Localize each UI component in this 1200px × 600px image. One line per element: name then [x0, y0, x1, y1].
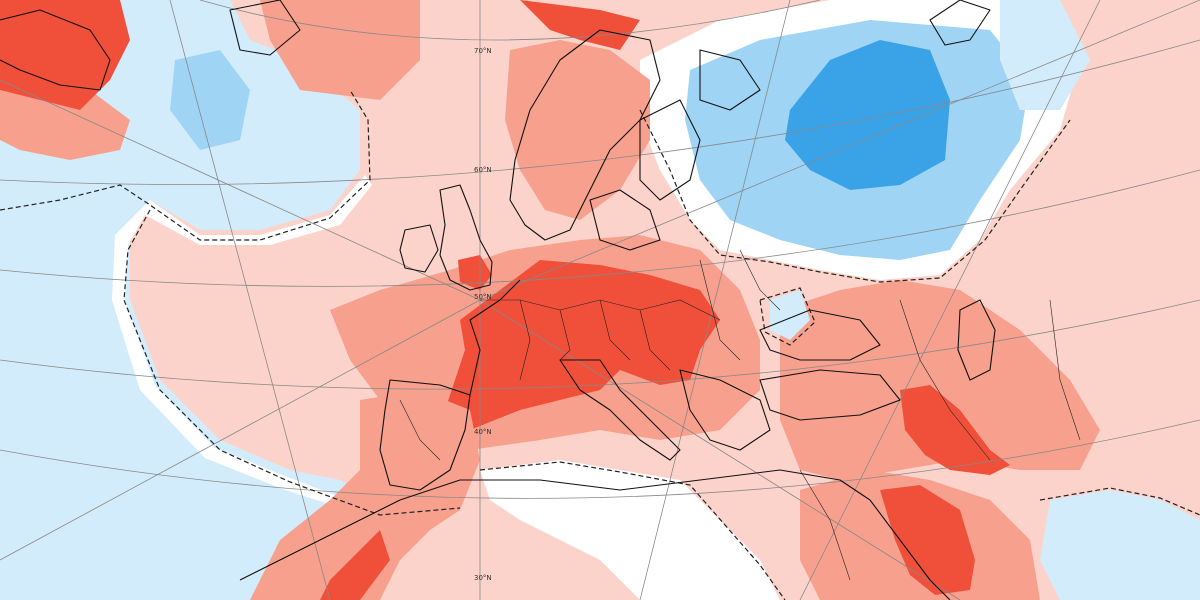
coastlines	[0, 0, 996, 600]
coast-britain	[439, 184, 493, 291]
lat-label-50: 50°N	[474, 293, 492, 301]
warm-greenland-east	[260, 0, 420, 100]
strong-warm-greenland	[0, 0, 130, 110]
warm-region-scandinavia	[505, 40, 650, 220]
coast-turkey	[759, 369, 901, 421]
latitude-labels: 70°N 60°N 50°N 40°N 30°N	[474, 47, 492, 582]
strong-cool-region-russia	[785, 40, 950, 190]
neutral-region-mediterranean	[480, 460, 780, 600]
coast-france	[469, 279, 521, 396]
coast-scandinavia	[509, 29, 661, 241]
coast-white-sea	[699, 49, 761, 111]
coast-greenland	[0, 9, 111, 91]
lat-label-70: 70°N	[474, 47, 492, 55]
coast-ireland	[399, 224, 439, 273]
strong-warm-region-iraq	[900, 385, 1010, 475]
strong-warm-region-egypt	[880, 485, 975, 595]
coast-black-sea	[759, 309, 881, 361]
anomaly-zero-contour	[0, 89, 1200, 600]
lat-label-40: 40°N	[474, 428, 492, 436]
coast-novaya-zemlya	[929, 0, 991, 46]
strong-warm-region-central-europe	[445, 260, 720, 430]
lat-label-60: 60°N	[474, 166, 492, 174]
lat-label-30: 30°N	[474, 574, 492, 582]
coast-iceland	[229, 0, 301, 56]
coast-balkans	[679, 369, 771, 451]
coast-baltic	[589, 189, 661, 251]
coast-italy	[559, 359, 681, 461]
coast-finland	[639, 99, 701, 201]
warm-iceland-sea	[0, 80, 130, 160]
coast-iberia	[379, 379, 471, 491]
cool-region-south-east	[1040, 490, 1200, 600]
neutral-band-atlantic	[112, 175, 380, 520]
cool-region-east	[1000, 0, 1090, 110]
coast-caspian	[957, 299, 996, 381]
strong-warm-north-norway	[520, 0, 640, 50]
coast-red-sea	[869, 499, 951, 600]
strong-warm-morocco	[320, 530, 390, 600]
strong-warm-britain	[458, 255, 492, 290]
coast-north-africa	[239, 469, 871, 581]
borders	[399, 249, 1081, 581]
cool-region-black-sea	[770, 290, 810, 340]
warm-region-middle-east	[780, 280, 1100, 480]
